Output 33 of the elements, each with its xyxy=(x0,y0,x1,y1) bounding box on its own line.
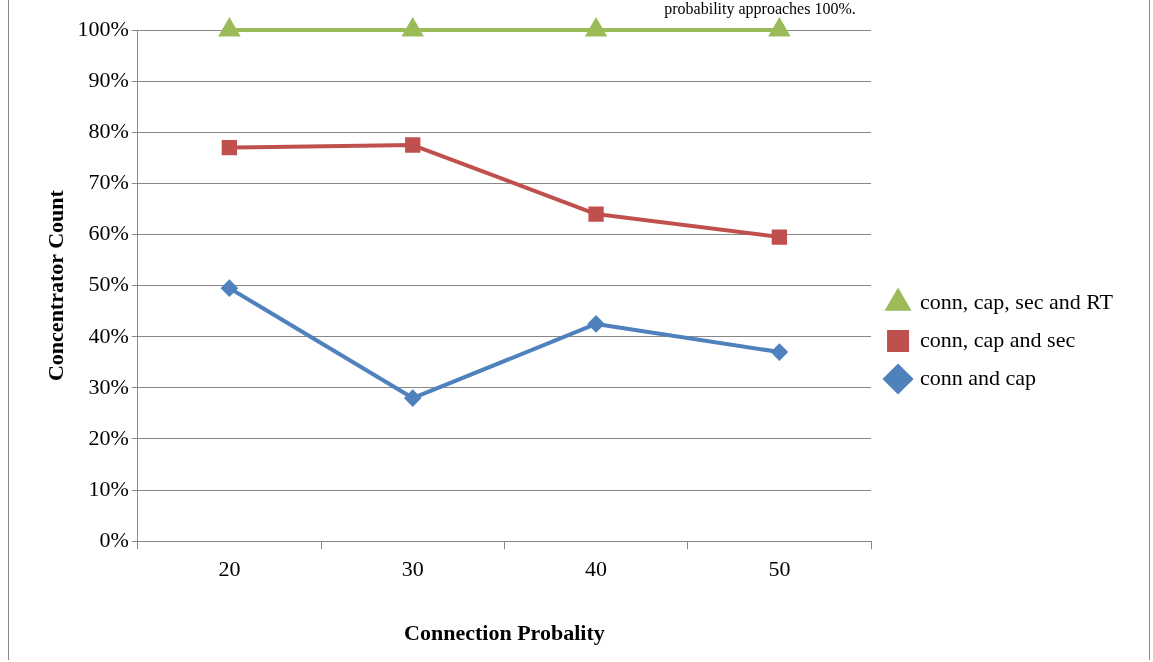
y-tick-label: 60% xyxy=(88,220,129,246)
legend-label: conn and cap xyxy=(920,364,1037,390)
y-tick-label: 20% xyxy=(88,424,129,450)
y-tick-label: 90% xyxy=(88,66,129,92)
text: probability approaches 100%. xyxy=(663,0,857,18)
point xyxy=(404,390,421,407)
point xyxy=(586,19,606,37)
y-tick-label: 40% xyxy=(88,322,129,348)
y-tick-label: 0% xyxy=(99,526,129,552)
y-tick-label: 100% xyxy=(77,15,129,41)
legend-label: conn, cap and sec xyxy=(920,326,1076,352)
point xyxy=(402,19,423,37)
point xyxy=(588,315,605,332)
y-tick-label: 10% xyxy=(88,475,129,501)
point xyxy=(405,137,421,153)
point xyxy=(769,19,790,37)
y-tick-label: 30% xyxy=(88,373,129,399)
x-tick-label: 50 xyxy=(768,556,791,582)
point xyxy=(588,206,604,222)
point xyxy=(219,19,240,37)
x-tick-label: 30 xyxy=(401,556,424,582)
point xyxy=(771,229,788,245)
point xyxy=(221,280,238,297)
y-tick-label: 50% xyxy=(88,271,129,297)
x-tick-label: 20 xyxy=(218,556,241,582)
point xyxy=(771,344,788,361)
legend-label: conn, cap, sec and RT xyxy=(920,288,1114,314)
x-tick-label: 40 xyxy=(585,556,608,582)
point xyxy=(221,139,238,156)
y-tick-label: 80% xyxy=(88,118,129,144)
y-axis-title: Concentrator Count xyxy=(42,189,68,382)
y-tick-label: 70% xyxy=(88,169,129,195)
x-axis-title: Connection Probality xyxy=(404,620,605,646)
